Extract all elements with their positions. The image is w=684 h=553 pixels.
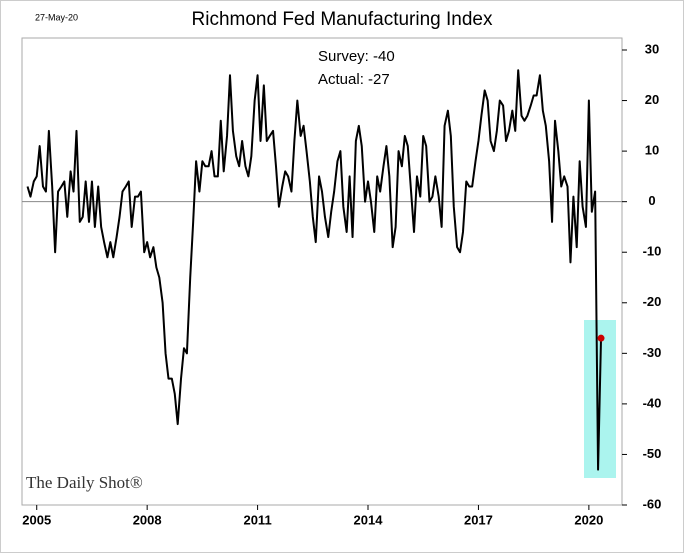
x-tick-label: 2008 <box>133 512 162 527</box>
x-tick-label: 2017 <box>464 512 493 527</box>
x-tick-label: 2011 <box>243 512 271 527</box>
y-tick-label: -20 <box>643 294 662 309</box>
y-tick-label: 0 <box>648 193 655 208</box>
latest-point <box>597 334 605 342</box>
y-tick-label: 20 <box>645 92 659 107</box>
source: The Daily Shot® <box>26 473 143 492</box>
y-tick-label: -30 <box>643 345 662 360</box>
annotation: Survey: -40 <box>318 48 395 65</box>
x-tick-label: 2005 <box>22 512 51 527</box>
y-tick-label: -10 <box>643 244 662 259</box>
y-tick-label: 30 <box>645 41 659 56</box>
plot-frame <box>21 37 623 506</box>
chart-title: Richmond Fed Manufacturing Index <box>192 9 493 30</box>
y-tick-label: -40 <box>643 395 662 410</box>
y-tick-label: -50 <box>643 446 662 461</box>
x-tick-label: 2020 <box>574 512 603 527</box>
annotation: Actual: -27 <box>318 71 390 88</box>
line <box>26 69 603 471</box>
date-label: 27-May-20 <box>35 12 78 22</box>
y-tick-label: 10 <box>645 143 659 158</box>
y-tick-label: -60 <box>643 496 662 511</box>
x-tick-label: 2014 <box>354 512 384 527</box>
